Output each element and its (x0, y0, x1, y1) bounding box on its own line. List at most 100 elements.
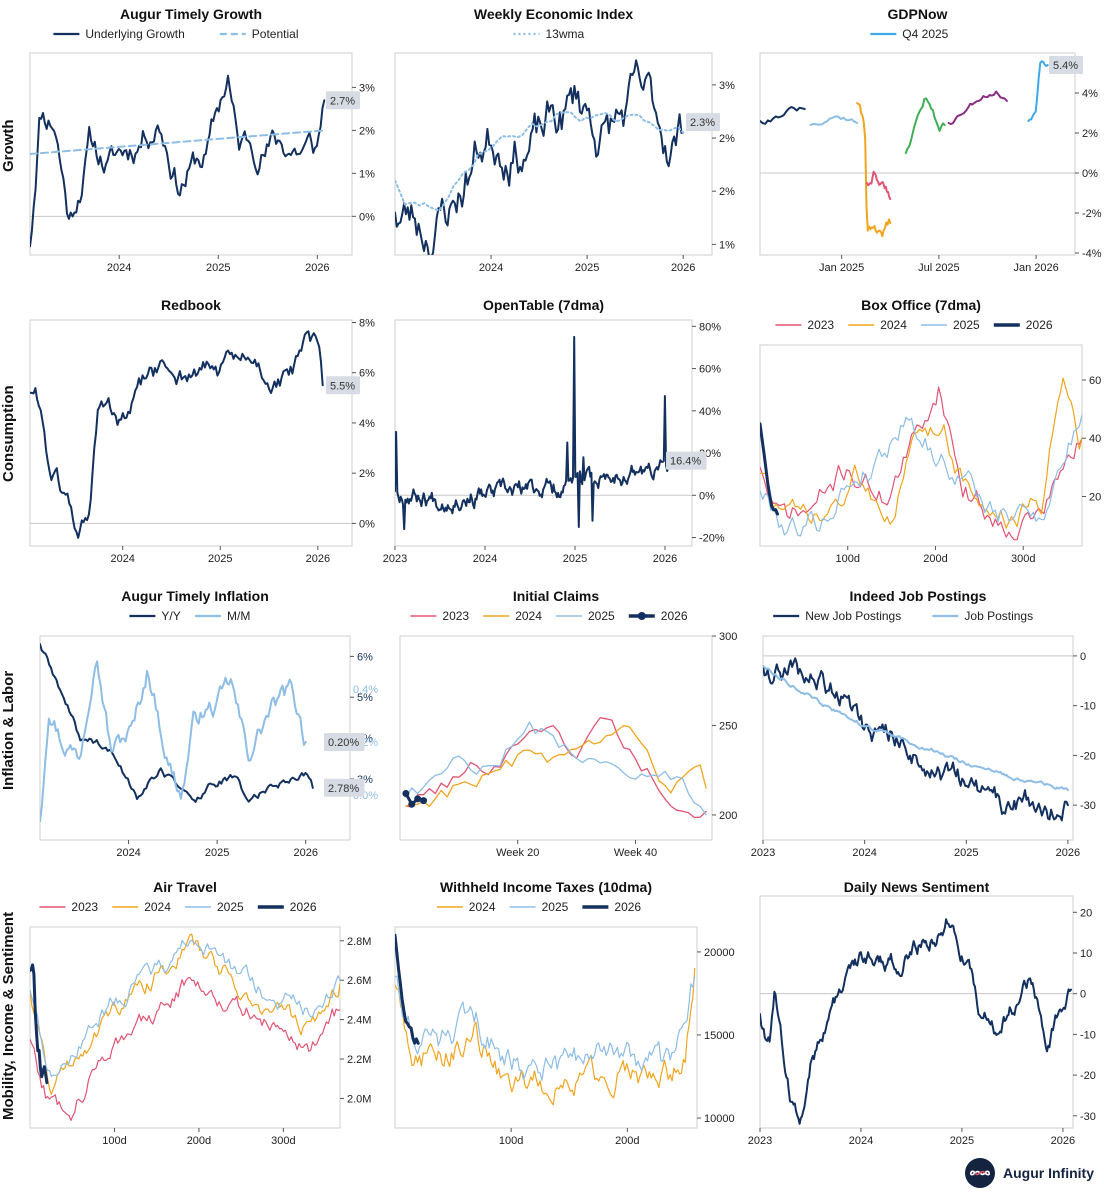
chart-c0: Augur Timely Growth 0% 1% 2% 3% 2024 2025 2026 2… (29, 6, 375, 274)
series-line (405, 724, 707, 808)
row-label-consumption: Consumption (0, 385, 17, 482)
legend-label: New Job Postings (805, 609, 901, 623)
series-group (395, 59, 685, 255)
legend-label: M/M (227, 609, 250, 623)
data-point (420, 797, 428, 805)
legend: 2024 2025 2026 (436, 900, 641, 914)
chart-c8: Indeed Job Postings -30 -20 -10 0 2023 2024 202… (751, 588, 1096, 859)
series-line (856, 102, 892, 238)
series-line (395, 111, 685, 212)
x-tick-label: 200d (615, 1135, 639, 1147)
y-tick-label: 0% (359, 518, 375, 530)
series-line (395, 975, 696, 1081)
legend-label: 2024 (515, 609, 542, 623)
legend-label: Underlying Growth (85, 27, 184, 41)
legend-label: 2023 (807, 318, 834, 332)
chart-title: Weekly Economic Index (474, 6, 633, 22)
series-line (865, 170, 892, 200)
chart-title: GDPNow (888, 6, 948, 22)
y-tick-label: -2% (1082, 208, 1102, 220)
chart-c10: Withheld Income Taxes (10dma) 10000 15000 2… (394, 879, 735, 1147)
chart-title: Augur Timely Inflation (121, 588, 269, 604)
legend-label: Y/Y (161, 609, 180, 623)
chart-c9: Air Travel 2.0M 2.2M 2.4M 2.6M 2.8M 100d 200d 30… (29, 879, 371, 1147)
chart-title: Box Office (7dma) (861, 297, 981, 313)
chart-title: Withheld Income Taxes (10dma) (440, 879, 652, 895)
x-tick-label: 2023 (748, 1135, 772, 1147)
x-tick-label: 300d (1011, 553, 1035, 565)
chart-c4: OpenTable (7dma)-20%0%20%40%60%80%2023 20… (383, 297, 725, 565)
chart-title: Air Travel (153, 879, 217, 895)
x-tick-label: 2024 (473, 553, 497, 565)
y-tick-label: -4% (1082, 248, 1102, 260)
series-line (760, 377, 1082, 529)
end-value-badge (686, 113, 720, 132)
x-tick-label: 2026 (671, 262, 695, 274)
x-tick-label: 2026 (305, 262, 329, 274)
y-tick-label: 40 (1089, 433, 1101, 445)
chart-title: Indeed Job Postings (850, 588, 987, 604)
end-value-badge (326, 91, 360, 110)
legend: Y/Y M/M (129, 609, 250, 623)
end-value-badge (1049, 56, 1083, 74)
y-tick-label: 10000 (704, 1113, 735, 1125)
end-value-badge (324, 778, 365, 797)
chart-c1: Weekly Economic Index 1% 2% 2% 3% 2024 2025 202… (394, 6, 735, 274)
x-tick-label: Jan 2026 (1013, 262, 1058, 274)
series-line (30, 330, 324, 539)
end-value-label: 2.78% (328, 783, 359, 795)
row-label-mobility-income-sentiment: Mobility, Income & Sentiment (0, 911, 17, 1120)
y-tick-label: -30 (1080, 800, 1096, 812)
end-value-label: 2.7% (330, 95, 355, 107)
legend: Q4 2025 (870, 27, 949, 41)
legend-label: 2024 (469, 900, 496, 914)
series-group (760, 918, 1072, 1125)
end-value-badge (666, 451, 707, 470)
x-tick-label: 2025 (563, 553, 587, 565)
x-tick-label: 2026 (293, 847, 317, 859)
y-tick-label: 3% (719, 80, 735, 92)
y-tick-label: 4% (1082, 88, 1098, 100)
legend-label: 2023 (442, 609, 469, 623)
data-point (408, 800, 416, 808)
plot-frame (394, 926, 698, 1129)
series-line (760, 918, 1072, 1125)
y-tick-label: 0% (1082, 168, 1098, 180)
y-tick-label: 40% (699, 406, 721, 418)
series-line (40, 660, 307, 823)
series-group (30, 74, 326, 248)
brand: Augur Infinity (965, 1158, 1094, 1188)
series-group (395, 933, 696, 1106)
series-group (30, 933, 340, 1121)
x-tick-label: 300d (271, 1135, 295, 1147)
y2-tick-label: 0.4% (353, 684, 378, 696)
series-line (405, 721, 707, 816)
end-value-label: 2.3% (690, 117, 715, 129)
plot-frame (29, 319, 353, 547)
x-tick-label: 2025 (206, 262, 230, 274)
series-line (760, 386, 1082, 541)
chart-title: Initial Claims (513, 588, 600, 604)
row-label-growth: Growth (0, 119, 17, 173)
plot-frame (29, 52, 353, 256)
x-tick-label: 2025 (575, 262, 599, 274)
y-tick-label: -20 (1080, 1070, 1096, 1082)
x-tick-label: 2024 (852, 847, 876, 859)
plot-frame (29, 926, 341, 1129)
series-line (40, 643, 314, 803)
y-tick-label: 6% (357, 651, 373, 663)
x-tick-label: 100d (102, 1135, 126, 1147)
y-tick-label: 1% (719, 239, 735, 251)
legend: 2023 2024 2025 2026 (410, 609, 688, 623)
series-line (809, 115, 859, 126)
x-tick-label: 2026 (306, 553, 330, 565)
legend: New Job Postings Job Postings (773, 609, 1033, 623)
plot-frame (399, 635, 713, 841)
series-line (763, 664, 1069, 792)
row-label-inflation-labor: Inflation & Labor (0, 670, 17, 790)
series-line (760, 106, 806, 125)
chart-c2: GDPNow -4% -2% 0% 2% 4% Jan 2025 Jul 2025 Jan 20… (759, 6, 1102, 274)
y-tick-label: 60 (1089, 375, 1101, 387)
legend-label: 2025 (542, 900, 569, 914)
plot-frame (762, 635, 1074, 841)
